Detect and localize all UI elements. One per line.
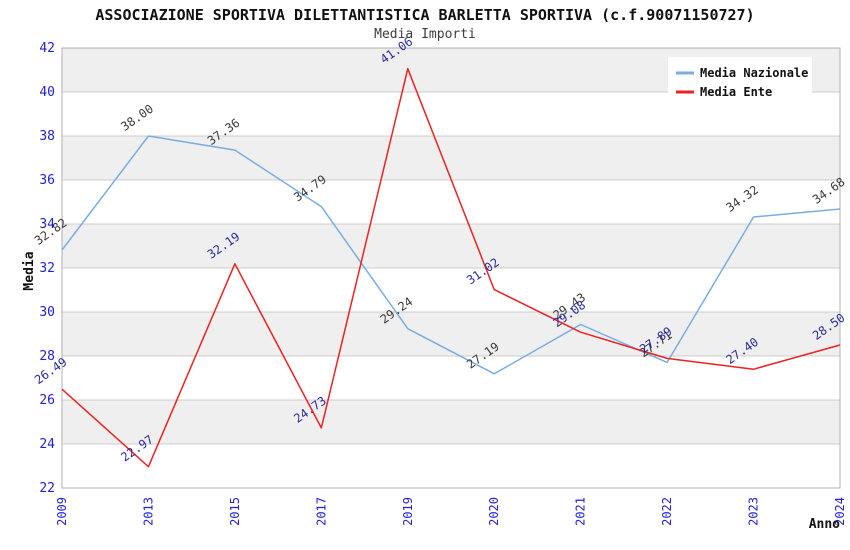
legend-label-media-nazionale: Media Nazionale (700, 66, 808, 80)
y-tick-label: 38 (39, 129, 55, 144)
plot-band (62, 268, 840, 312)
plot-band (62, 400, 840, 444)
x-tick-label: 2013 (141, 497, 155, 526)
plot-band (62, 180, 840, 224)
plot-band (62, 356, 840, 400)
series-line-media-ente (61, 67, 841, 468)
x-tick-label: 2015 (228, 497, 242, 526)
plot-border (61, 47, 841, 489)
y-tick-label: 24 (39, 437, 55, 452)
x-tick-label: 2019 (401, 497, 415, 526)
x-tick-label: 2022 (660, 497, 674, 526)
y-tick-label: 30 (39, 305, 55, 320)
series-line-media-nazionale (61, 135, 841, 375)
chart-title: ASSOCIAZIONE SPORTIVA DILETTANTISTICA BA… (95, 6, 755, 24)
legend-label-media-ente: Media Ente (700, 85, 772, 99)
plot-band (62, 444, 840, 488)
y-axis-title: Media (22, 251, 37, 290)
x-axis-title: Anno (809, 517, 840, 532)
legend-box (668, 57, 812, 105)
y-tick-label: 40 (39, 85, 55, 100)
plot-band (62, 312, 840, 356)
y-tick-label: 42 (39, 41, 55, 56)
y-tick-label: 32 (39, 261, 55, 276)
legend: Media Nazionale Media Ente (668, 57, 812, 105)
y-tick-label: 34 (39, 217, 55, 232)
x-tick-label: 2009 (55, 497, 69, 526)
x-tick-label: 2020 (487, 497, 501, 526)
chart-subtitle: Media Importi (374, 27, 476, 42)
x-tick-label: 2024 (833, 497, 847, 526)
x-tick-label: 2023 (747, 497, 761, 526)
x-tick-label: 2021 (574, 497, 588, 526)
plot-band (62, 136, 840, 180)
y-tick-label: 36 (39, 173, 55, 188)
y-tick-label: 26 (39, 393, 55, 408)
x-tick-label: 2017 (314, 497, 328, 526)
y-tick-label: 22 (39, 481, 55, 496)
y-tick-label: 28 (39, 349, 55, 364)
plot-band (62, 224, 840, 268)
